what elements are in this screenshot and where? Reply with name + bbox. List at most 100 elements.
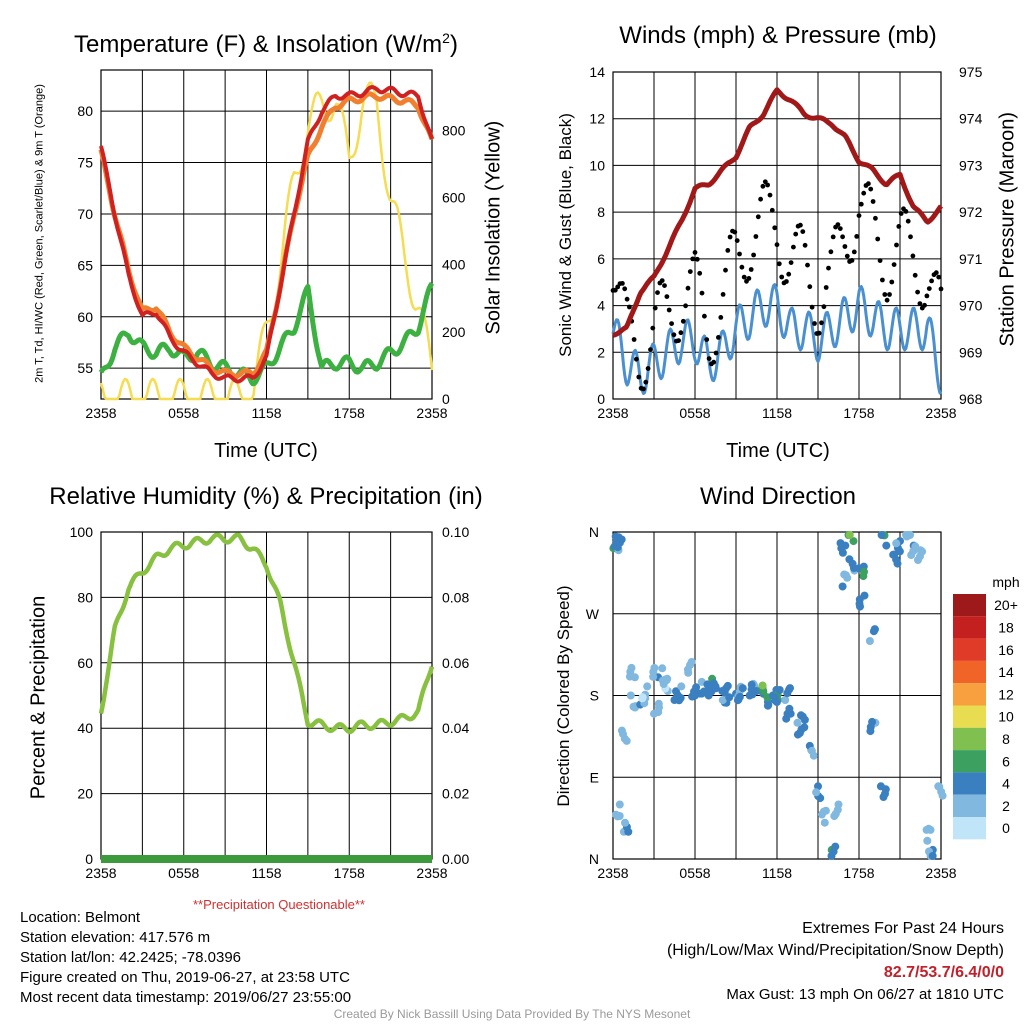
gust-point bbox=[734, 238, 740, 244]
winds-ytick-right-label: 974 bbox=[959, 111, 983, 127]
gust-point bbox=[683, 303, 688, 309]
sonic-wind-series-line bbox=[611, 283, 943, 395]
rh-ytick-right-label: 0.04 bbox=[442, 720, 469, 736]
gust-point bbox=[636, 374, 642, 380]
gust-point bbox=[802, 242, 808, 248]
dir-xtick-label: 2358 bbox=[597, 865, 628, 881]
gust-point bbox=[807, 284, 813, 290]
gust-point bbox=[894, 242, 899, 248]
latlon-text: Station lat/lon: 42.2425; -78.0396 bbox=[20, 949, 242, 966]
gust-point bbox=[858, 201, 864, 207]
direction-point bbox=[928, 852, 937, 860]
gust-point bbox=[669, 321, 674, 326]
gust-point bbox=[816, 330, 822, 336]
gust-point bbox=[727, 234, 733, 240]
gust-point bbox=[800, 229, 806, 235]
gust-point bbox=[866, 181, 871, 187]
gust-point bbox=[652, 305, 658, 311]
gust-point bbox=[819, 320, 824, 326]
gust-point bbox=[844, 253, 850, 259]
direction-point bbox=[781, 696, 790, 704]
gust-point bbox=[706, 356, 712, 361]
gust-point bbox=[685, 285, 691, 291]
direction-point bbox=[658, 676, 667, 685]
temp-ytick-label: 60 bbox=[77, 309, 93, 325]
temp-xtick-label: 0558 bbox=[168, 405, 199, 421]
gust-point bbox=[643, 379, 649, 385]
gust-point bbox=[622, 286, 628, 292]
gust-point bbox=[854, 234, 860, 239]
direction-point bbox=[643, 682, 652, 691]
direction-point bbox=[703, 680, 712, 689]
gust-point bbox=[737, 251, 742, 257]
station-info: Location: Belmont Station elevation: 417… bbox=[20, 908, 351, 1008]
gust-point bbox=[631, 337, 637, 342]
dir-ytick-label: N bbox=[589, 524, 599, 540]
direction-point bbox=[626, 691, 635, 700]
direction-point bbox=[833, 805, 842, 814]
legend-swatch bbox=[953, 638, 986, 661]
gust-point bbox=[720, 292, 726, 297]
gust-point bbox=[849, 258, 855, 263]
gust-point bbox=[798, 222, 803, 228]
winds-ytick-right-label: 972 bbox=[959, 204, 983, 220]
gust-point bbox=[678, 330, 684, 336]
rh-xtick-label: 2358 bbox=[85, 865, 116, 881]
dir-xtick-label: 0558 bbox=[679, 865, 710, 881]
gust-point bbox=[723, 267, 728, 273]
direction-point bbox=[770, 693, 779, 702]
gust-point bbox=[739, 264, 745, 270]
direction-point bbox=[892, 539, 901, 548]
gust-point bbox=[779, 274, 785, 280]
gust-point bbox=[769, 207, 775, 213]
temp-ytick-right-label: 400 bbox=[442, 257, 466, 273]
legend-swatch bbox=[953, 817, 986, 840]
created-text: Figure created on Thu, 2019-06-27, at 23… bbox=[20, 969, 350, 986]
temp-ytick-label: 75 bbox=[77, 155, 93, 171]
gust-point bbox=[704, 337, 710, 342]
gust-point bbox=[882, 292, 888, 297]
direction-point bbox=[786, 684, 794, 693]
direction-point bbox=[627, 663, 636, 672]
direction-point bbox=[859, 572, 868, 581]
winds-ytick-label: 14 bbox=[589, 64, 605, 80]
dir-title: Wind Direction bbox=[699, 483, 857, 510]
gust-point bbox=[620, 281, 625, 286]
temp-ytick-label: 55 bbox=[77, 360, 93, 376]
gust-point bbox=[664, 294, 670, 299]
gust-point bbox=[873, 215, 878, 221]
direction-point bbox=[800, 723, 809, 732]
dir-xtick-label: 1758 bbox=[843, 865, 874, 881]
gust-point bbox=[805, 262, 810, 268]
gust-point bbox=[711, 359, 717, 365]
gust-point bbox=[692, 250, 698, 255]
rh-ytick-label: 40 bbox=[77, 720, 93, 736]
direction-point bbox=[893, 559, 902, 568]
temp-ytick-right-label: 200 bbox=[442, 324, 466, 340]
direction-point bbox=[809, 751, 818, 760]
winds-xlabel: Time (UTC) bbox=[726, 440, 830, 462]
direction-point bbox=[882, 541, 891, 550]
gust-point bbox=[662, 283, 667, 288]
gust-point bbox=[641, 386, 646, 392]
direction-point bbox=[820, 818, 829, 827]
winds-frame bbox=[612, 71, 942, 400]
rh-ytick-label: 100 bbox=[70, 524, 94, 540]
gust-point bbox=[774, 242, 780, 248]
gust-point bbox=[870, 199, 876, 204]
direction-point bbox=[935, 782, 944, 791]
gust-point bbox=[842, 244, 848, 249]
temp-ytick-right-label: 600 bbox=[442, 190, 466, 206]
gust-point bbox=[746, 276, 752, 281]
temp-title: Temperature (F) & Insolation (W/m2) bbox=[74, 30, 458, 58]
gust-point bbox=[875, 236, 881, 242]
direction-point bbox=[865, 637, 874, 645]
legend-label: 12 bbox=[998, 686, 1014, 702]
temperature-panel: 2358 0558 1158 1758 235855606570758002004006… bbox=[77, 69, 466, 421]
rh-series-line bbox=[98, 532, 435, 735]
gust-point bbox=[741, 274, 747, 280]
dir-ytick-label: S bbox=[590, 688, 599, 704]
gust-point bbox=[753, 234, 759, 239]
